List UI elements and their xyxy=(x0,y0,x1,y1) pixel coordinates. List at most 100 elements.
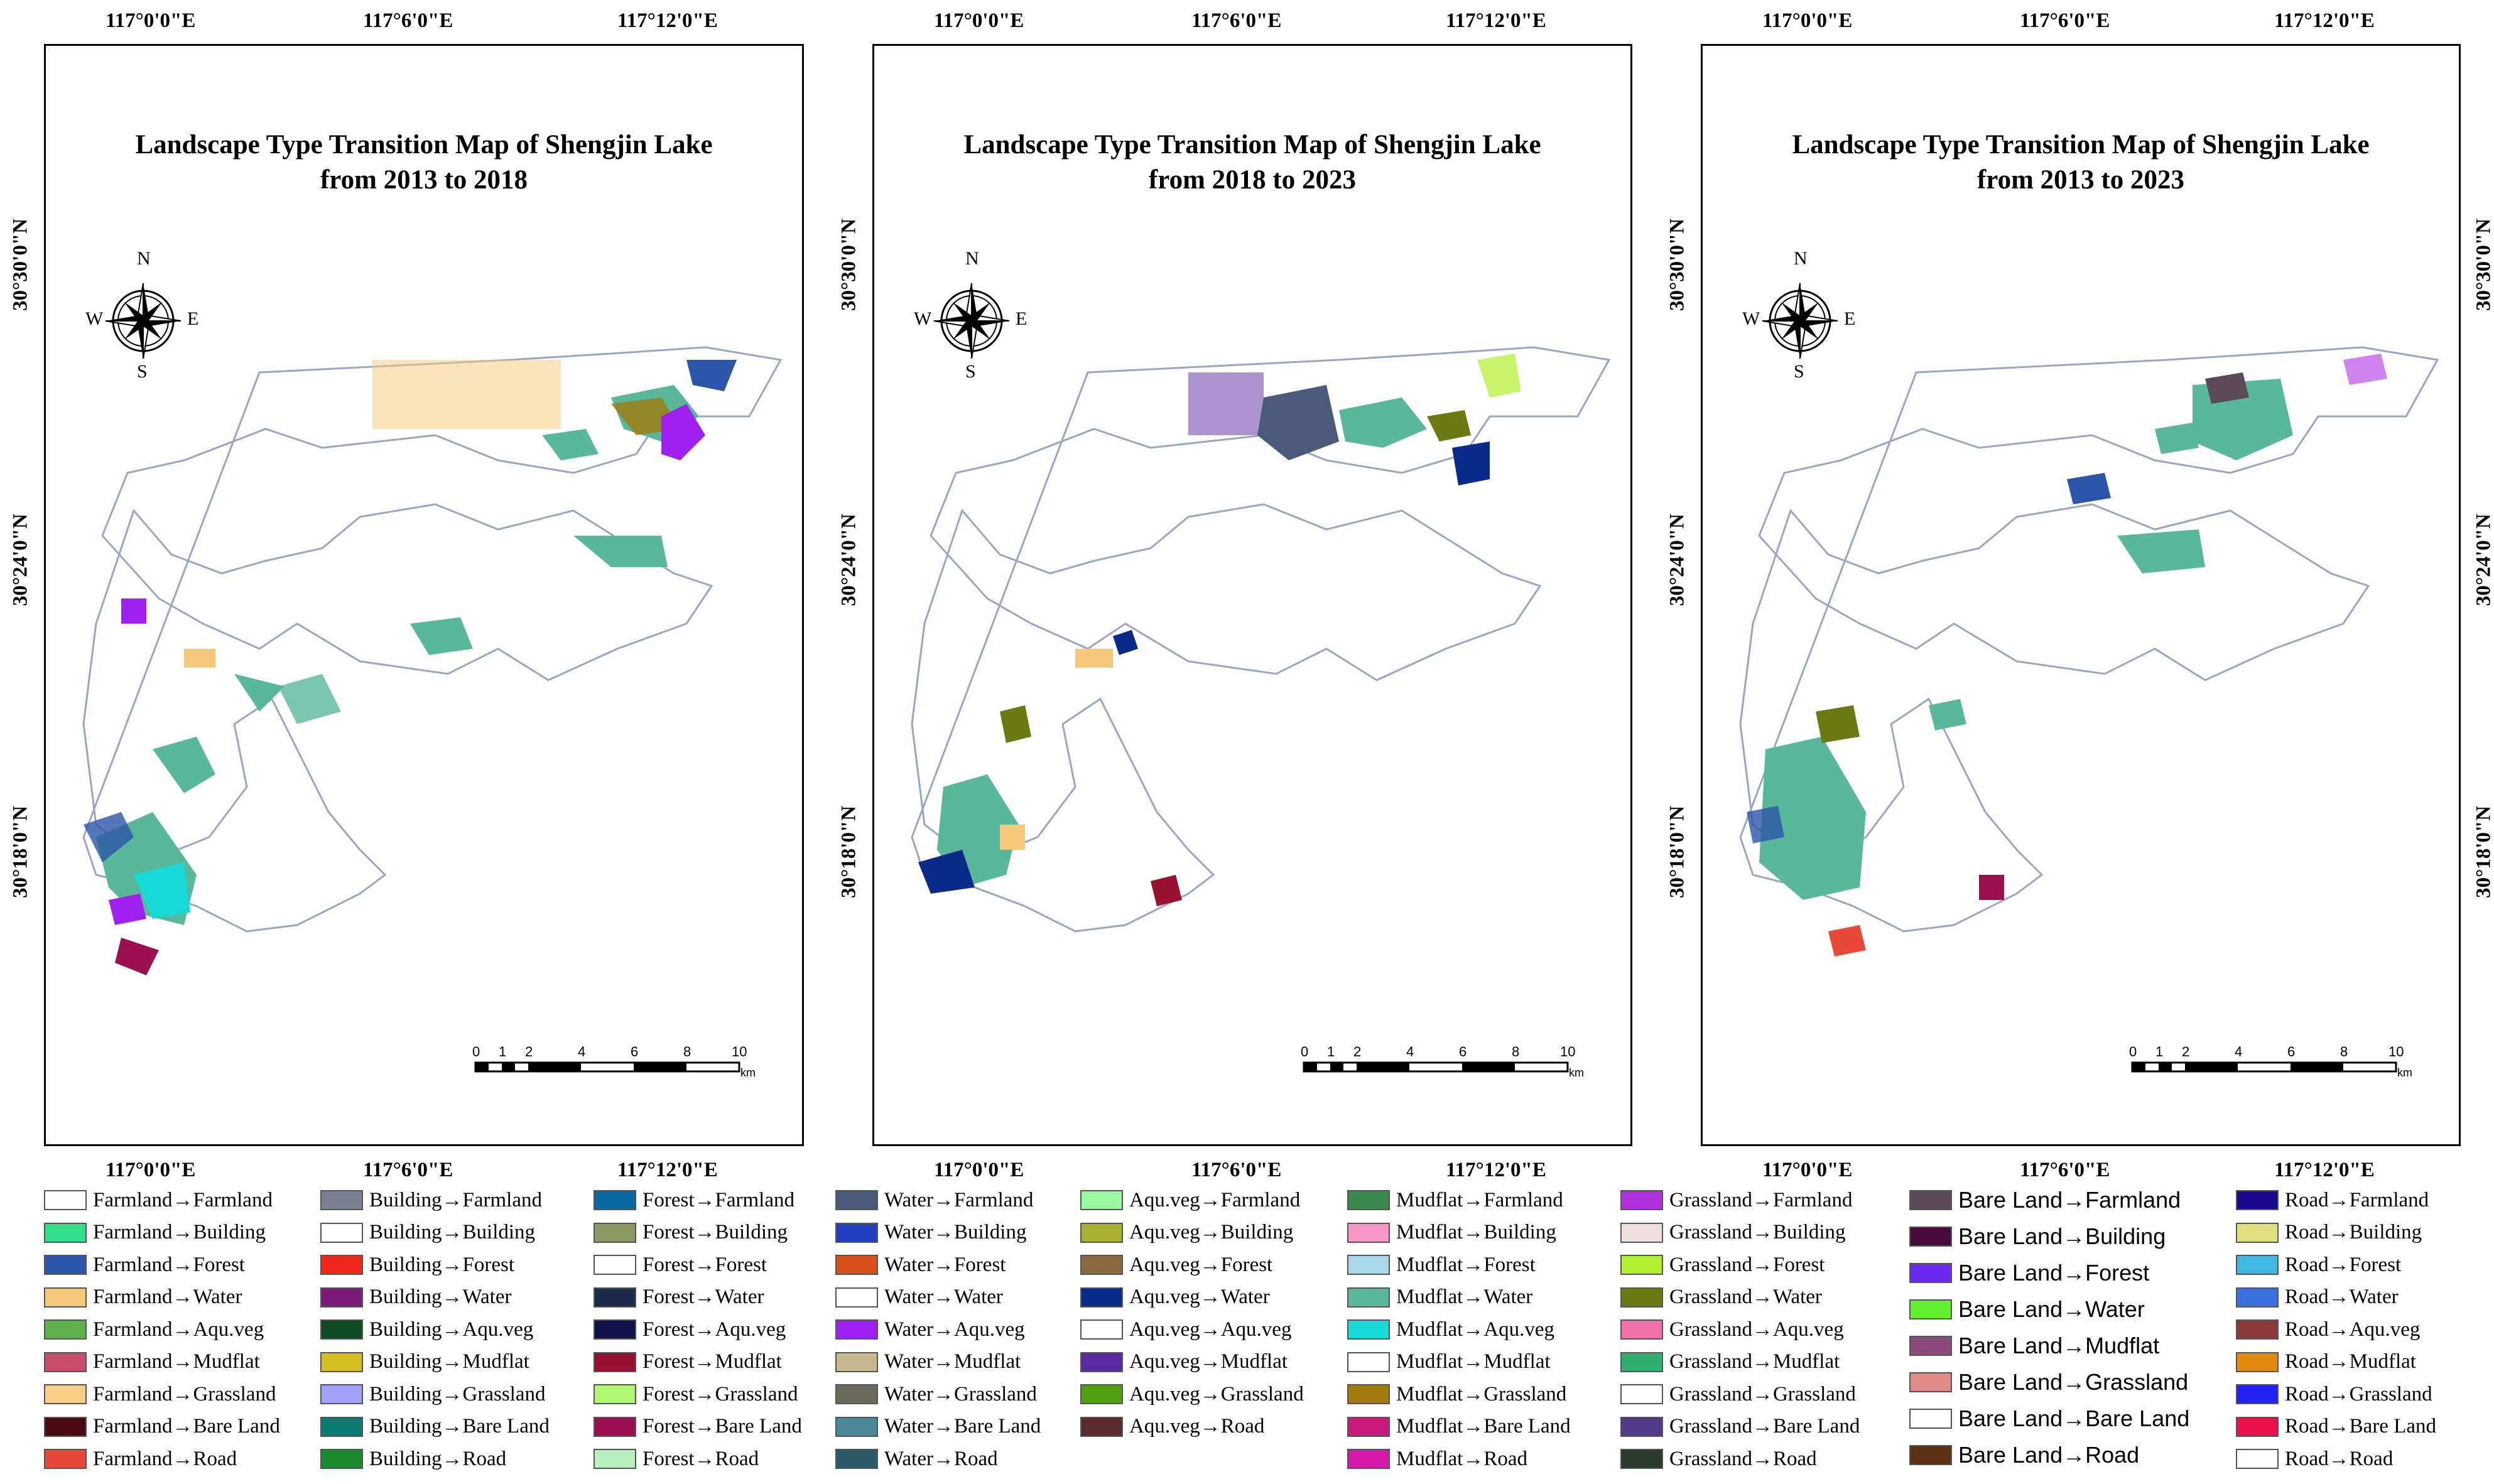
legend-label: Farmland→Forest xyxy=(93,1253,245,1276)
transition-map-2013-2018 xyxy=(82,346,783,975)
legend-swatch xyxy=(835,1255,878,1275)
legend-swatch xyxy=(835,1384,878,1404)
compass-e: E xyxy=(187,308,199,329)
legend-item: Grassland→Grassland xyxy=(1620,1381,1856,1407)
legend-label: Mudflat→Water xyxy=(1396,1286,1533,1308)
lon-label-bottom: 117°6'0"E xyxy=(363,1159,453,1181)
legend-label: Forest→Forest xyxy=(642,1253,767,1276)
legend-label: Grassland→Farmland xyxy=(1669,1188,1853,1211)
legend-label: Farmland→Aqu.veg xyxy=(93,1318,264,1341)
legend-label: Building→Building xyxy=(369,1221,536,1243)
legend-swatch xyxy=(594,1222,636,1243)
legend-label: Road→Water xyxy=(2285,1286,2399,1308)
legend-label: Building→Grassland xyxy=(369,1382,546,1405)
legend-swatch xyxy=(1909,1336,1952,1356)
legend-item: Farmland→Road xyxy=(44,1446,237,1472)
legend-label: Bare Land→Water xyxy=(1958,1296,2145,1322)
lon-label-top: 117°12'0"E xyxy=(2274,9,2375,32)
scale-tick: 2 xyxy=(2182,1044,2190,1059)
legend-item: Forest→Grassland xyxy=(594,1381,798,1407)
legend-item: Water→Mudflat xyxy=(835,1349,1021,1375)
legend-swatch xyxy=(594,1319,636,1340)
compass-rose-icon xyxy=(105,283,182,359)
legend-swatch xyxy=(2236,1287,2279,1308)
compass-n: N xyxy=(1794,248,1808,269)
legend-label: Bare Land→Bare Land xyxy=(1958,1405,2190,1431)
legend-label: Aqu.veg→Aqu.veg xyxy=(1129,1318,1292,1341)
legend-swatch xyxy=(1347,1190,1390,1210)
legend-label: Grassland→Water xyxy=(1669,1286,1822,1308)
legend-swatch xyxy=(1080,1255,1123,1275)
lon-label-bottom: 117°12'0"E xyxy=(617,1159,718,1181)
legend-label: Aqu.veg→Forest xyxy=(1129,1253,1273,1276)
legend-swatch xyxy=(1620,1351,1663,1372)
legend-item: Road→Bare Land xyxy=(2236,1414,2436,1440)
legend-swatch xyxy=(1347,1319,1390,1340)
legend-swatch xyxy=(320,1190,363,1210)
map-title: Landscape Type Transition Map of Shengji… xyxy=(874,127,1630,198)
legend-label: Building→Mudflat xyxy=(369,1350,529,1373)
legend-item: Forest→Water xyxy=(594,1284,764,1311)
legend-label: Grassland→Road xyxy=(1669,1447,1817,1470)
lon-label-bottom: 117°0'0"E xyxy=(106,1159,196,1181)
scale-tick: 0 xyxy=(472,1044,480,1059)
legend-label: Aqu.veg→Water xyxy=(1129,1286,1270,1308)
legend-item: Grassland→Building xyxy=(1620,1220,1845,1246)
legend-label: Building→Road xyxy=(369,1447,507,1470)
legend-item: Aqu.veg→Aqu.veg xyxy=(1080,1316,1291,1343)
legend-item: Bare Land→Building xyxy=(1909,1223,2166,1250)
lon-label-bottom: 117°6'0"E xyxy=(2020,1159,2110,1181)
legend-item: Grassland→Farmland xyxy=(1620,1187,1852,1213)
legend-item: Bare Land→Water xyxy=(1909,1296,2145,1323)
legend-label: Road→Grassland xyxy=(2285,1382,2432,1405)
scale-tick: 4 xyxy=(578,1044,586,1059)
legend-swatch xyxy=(44,1384,87,1404)
legend-swatch xyxy=(2236,1416,2279,1437)
legend-item: Grassland→Water xyxy=(1620,1284,1822,1311)
scale-unit: km xyxy=(1569,1066,1584,1079)
legend-label: Mudflat→Forest xyxy=(1396,1253,1536,1276)
legend-item: Forest→Mudflat xyxy=(594,1349,782,1375)
scale-tick: 2 xyxy=(525,1044,533,1059)
legend-label: Farmland→Farmland xyxy=(93,1188,273,1211)
legend-swatch xyxy=(1909,1409,1952,1429)
map-panel-2018-2023: Landscape Type Transition Map of Shengji… xyxy=(838,9,1632,1181)
scale-bar: 0 1 2 4 6 8 10 km xyxy=(469,1044,758,1081)
legend-label: Farmland→Water xyxy=(93,1286,242,1308)
legend-swatch xyxy=(1909,1263,1952,1283)
map-title-line1: Landscape Type Transition Map of Shengji… xyxy=(1792,130,2370,160)
legend-item: Farmland→Farmland xyxy=(44,1187,273,1213)
legend-swatch xyxy=(594,1351,636,1372)
legend-label: Road→Building xyxy=(2285,1221,2422,1243)
legend-label: Forest→Grassland xyxy=(642,1382,798,1405)
legend-swatch xyxy=(2236,1384,2279,1404)
legend-item: Water→Road xyxy=(835,1446,998,1472)
legend-item: Building→Grassland xyxy=(320,1381,545,1407)
legend-swatch xyxy=(594,1449,636,1469)
lon-label-top: 117°0'0"E xyxy=(106,9,196,32)
legend-item: Water→Building xyxy=(835,1220,1026,1246)
legend-item: Grassland→Mudflat xyxy=(1620,1349,1840,1375)
legend-label: Building→Bare Land xyxy=(369,1415,550,1438)
lat-label-left: 30°18'0"N xyxy=(1666,805,1689,899)
lat-label-left: 30°30'0"N xyxy=(1666,218,1689,311)
legend-swatch xyxy=(835,1287,878,1308)
legend-label: Bare Land→Building xyxy=(1958,1223,2166,1249)
legend-swatch xyxy=(1909,1299,1952,1319)
legend-label: Water→Farmland xyxy=(884,1188,1034,1211)
legend-item: Water→Grassland xyxy=(835,1381,1037,1407)
compass-rose-icon xyxy=(933,283,1010,359)
legend-swatch xyxy=(320,1287,363,1308)
legend-item: Forest→Aqu.veg xyxy=(594,1316,786,1343)
legend-label: Forest→Bare Land xyxy=(642,1415,802,1438)
legend-swatch xyxy=(44,1190,87,1210)
legend-swatch xyxy=(1080,1416,1123,1437)
legend-swatch xyxy=(1620,1190,1663,1210)
legend-swatch xyxy=(835,1319,878,1340)
legend-swatch xyxy=(1909,1227,1952,1247)
legend-swatch xyxy=(1909,1190,1952,1210)
compass-w: W xyxy=(85,308,104,329)
legend-swatch xyxy=(1909,1372,1952,1392)
legend-item: Aqu.veg→Mudflat xyxy=(1080,1349,1288,1375)
scale-tick: 10 xyxy=(2388,1044,2404,1059)
